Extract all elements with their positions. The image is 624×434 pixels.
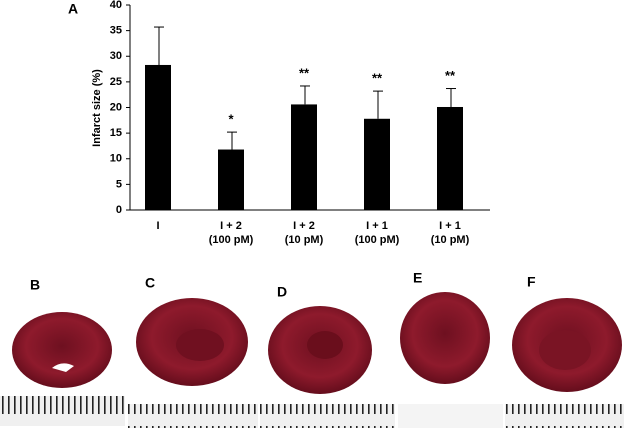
panel-label: A	[68, 1, 78, 17]
y-tick-label: 10	[110, 153, 122, 165]
panel-label: B	[30, 277, 40, 293]
bar	[291, 104, 317, 210]
y-axis-label: Infarct size (%)	[91, 69, 103, 147]
significance-label: **	[445, 68, 456, 83]
y-tick-label: 40	[110, 0, 122, 11]
x-tick-label: I + 2	[220, 220, 242, 232]
x-tick-label: I + 2	[293, 220, 315, 232]
x-tick-label: (100 pM)	[355, 234, 400, 246]
y-tick-label: 20	[110, 101, 122, 113]
y-tick-label: 35	[110, 25, 122, 37]
y-tick-label: 15	[110, 127, 122, 139]
bar	[437, 106, 463, 210]
significance-label: **	[299, 65, 310, 80]
x-tick-label: I	[156, 220, 159, 232]
panel-label: E	[413, 270, 422, 286]
significance-label: **	[372, 71, 383, 86]
x-tick-label: (10 pM)	[285, 234, 324, 246]
significance-label: *	[228, 112, 234, 127]
bar	[218, 149, 244, 210]
panel-label: C	[145, 275, 155, 291]
panel-label: D	[277, 284, 287, 300]
y-tick-label: 30	[110, 50, 122, 62]
x-tick-label: (10 pM)	[431, 234, 470, 246]
photo-panel: B C D E F	[0, 270, 624, 428]
bar	[145, 64, 171, 211]
bar	[364, 118, 390, 210]
panel-label: F	[527, 274, 536, 290]
y-tick-label: 0	[116, 204, 122, 216]
x-tick-label: I + 1	[366, 220, 388, 232]
y-tick-label: 5	[116, 178, 122, 190]
x-tick-label: (100 pM)	[209, 234, 254, 246]
y-tick-label: 25	[110, 76, 122, 88]
x-tick-label: I + 1	[439, 220, 461, 232]
